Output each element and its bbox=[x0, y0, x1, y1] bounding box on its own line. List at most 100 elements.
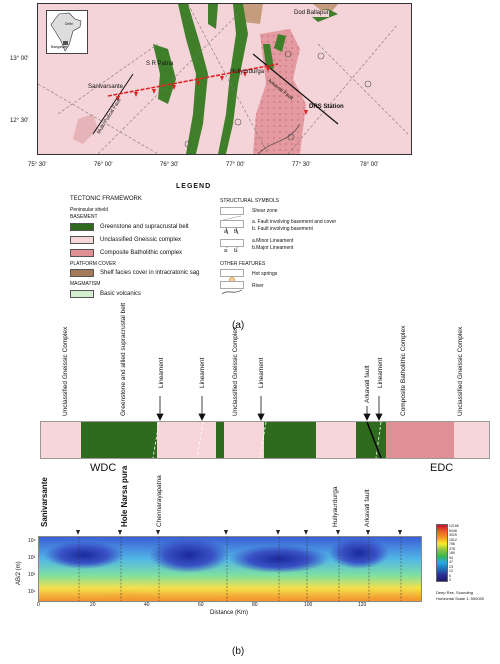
scale-label-12: 3 bbox=[449, 578, 451, 582]
caption-b: (b) bbox=[232, 646, 245, 657]
band-greenstone-4 bbox=[356, 422, 386, 458]
mt-xlabel: Distance (Km) bbox=[210, 610, 249, 616]
lon-label-4: 77° 30' bbox=[292, 162, 311, 168]
inset-label-bangalore: Bangalore bbox=[51, 45, 67, 49]
swatch-lineament bbox=[220, 239, 244, 253]
legend-fault-ab-a: a bbox=[224, 229, 227, 235]
legend: TECTONIC FRAMEWORK Peninsular shield BAS… bbox=[70, 196, 410, 316]
xtick-6: 120 bbox=[358, 602, 367, 608]
greenstone-belt-4 bbox=[208, 4, 218, 29]
ytick-0: 10⁴ bbox=[28, 538, 36, 544]
place-huliyurdurga: Huliyurdurga bbox=[230, 69, 265, 75]
place-dod-ballapur: Dod Ballapur bbox=[294, 10, 329, 17]
label-sanivarsante: Sanivarsante bbox=[40, 477, 49, 527]
place-sr-patna: S R Patna bbox=[146, 61, 174, 67]
greenstone-belt-5 bbox=[73, 114, 98, 144]
india-inset-map: Delhi Bangalore bbox=[46, 10, 88, 54]
swatch-greenstone bbox=[70, 223, 94, 231]
legend-shelf: Shelf facies cover in intracratonic sag bbox=[100, 270, 200, 276]
legend-river: River bbox=[252, 283, 264, 289]
legend-batholith: Composite Batholithic complex bbox=[100, 250, 183, 256]
legend-fault-a: a. Fault involving basement and cover bbox=[252, 219, 337, 225]
lon-label-0: 75° 30' bbox=[28, 162, 47, 168]
scale-label-2: 3025 bbox=[449, 533, 457, 537]
lon-label-1: 76° 00' bbox=[94, 162, 113, 168]
ytick-3: 10¹ bbox=[28, 589, 36, 595]
scale-label-0: 12165 bbox=[449, 524, 459, 528]
label-chennarayapatna: Chennarayapatna bbox=[156, 475, 163, 527]
band-gneiss-4 bbox=[316, 422, 356, 458]
lon-label-5: 78° 00' bbox=[360, 162, 379, 168]
scale-label-10: 12 bbox=[449, 569, 453, 573]
legend-lin-a: a.Minor Lineament bbox=[252, 238, 294, 244]
hot-spring-icon bbox=[220, 269, 244, 283]
band-gneiss-2 bbox=[157, 422, 216, 458]
lon-label-3: 77° 00' bbox=[226, 162, 245, 168]
drs-profile-line bbox=[107, 63, 279, 97]
legend-magmatism: MAGMATISM bbox=[70, 281, 101, 287]
cross-section-band bbox=[40, 421, 490, 459]
geological-map: Delhi Bangalore Dod Ballapur S R Patna S… bbox=[37, 3, 412, 155]
xtick-0: 0 bbox=[37, 602, 40, 608]
legend-other: OTHER FEATURES bbox=[220, 261, 266, 267]
legend-greenstone: Greenstone and supracrustal belt bbox=[100, 224, 189, 230]
color-scale-labels: 12165 6048 3025 1512 756 378 189 94 47 2… bbox=[449, 524, 479, 584]
legend-lin-b: b.Major Lineament bbox=[252, 245, 294, 251]
band-gneiss-5 bbox=[454, 422, 489, 458]
scale-label-9: 23 bbox=[449, 564, 453, 569]
scale-label-11: 6 bbox=[449, 573, 451, 578]
river bbox=[257, 123, 301, 154]
legend-lin-ab-b: b bbox=[234, 248, 237, 254]
greenstone-belt-3 bbox=[153, 44, 176, 104]
mulki-pulicat-fault-line bbox=[92, 73, 134, 135]
legend-volcanic: Basic volcanics bbox=[100, 291, 142, 297]
greenstone-belt-1 bbox=[178, 4, 208, 154]
greenstone-belt-2 bbox=[218, 4, 248, 154]
resistivity-canvas bbox=[39, 537, 421, 601]
label-huliyaurdurga: Huliyaurdurga bbox=[332, 486, 339, 527]
india-outline bbox=[50, 12, 82, 52]
legend-fault-b: b. Fault involving basement bbox=[252, 226, 313, 232]
color-scale bbox=[436, 524, 448, 582]
scale-label-1: 6048 bbox=[449, 528, 457, 533]
swatch-volcanic bbox=[70, 290, 94, 298]
mt-ylabel: AB/2 (m) bbox=[16, 561, 22, 585]
scale-label-4: 756 bbox=[449, 542, 455, 546]
ytick-2: 10² bbox=[28, 572, 36, 578]
scale-label-6: 189 bbox=[449, 551, 455, 555]
swatch-shelf bbox=[70, 269, 94, 277]
xtick-3: 60 bbox=[198, 602, 204, 608]
edc-label: EDC bbox=[430, 462, 454, 474]
lon-label-2: 76° 30' bbox=[160, 162, 179, 168]
band-gneiss-1 bbox=[41, 422, 81, 458]
caption-a: (a) bbox=[232, 320, 245, 331]
band-gneiss-3 bbox=[224, 422, 264, 458]
legend-lin-ab-a: a bbox=[224, 248, 227, 254]
xtick-4: 80 bbox=[252, 602, 258, 608]
legend-structural: STRUCTURAL SYMBOLS bbox=[220, 198, 279, 204]
legend-tectonic: TECTONIC FRAMEWORK bbox=[70, 196, 142, 202]
swatch-gneiss bbox=[70, 236, 94, 244]
band-greenstone-3 bbox=[264, 422, 316, 458]
scale-label-3: 1512 bbox=[449, 537, 457, 542]
band-greenstone-1 bbox=[81, 422, 157, 458]
place-sanivarsante: Sanivarsante bbox=[88, 84, 124, 90]
xtick-2: 40 bbox=[144, 602, 150, 608]
map-canvas bbox=[38, 4, 409, 154]
scale-label-7: 94 bbox=[449, 555, 453, 560]
legend-platform: PLATFORM COVER bbox=[70, 261, 117, 267]
swatch-fault bbox=[220, 220, 244, 235]
xtick-1: 20 bbox=[90, 602, 96, 608]
drs-station-label: DRS Station bbox=[309, 104, 344, 110]
legend-peninsular: Peninsular shield bbox=[70, 207, 109, 213]
legend-note-1: Deep Res. Sounding bbox=[436, 590, 473, 595]
section-bottom-labels: Sanivarsante Hole Narsa pura Chennarayap… bbox=[0, 462, 500, 532]
river-icon bbox=[220, 281, 244, 295]
lat-label-13: 13° 00' bbox=[10, 56, 29, 62]
legend-title: LEGEND bbox=[176, 183, 212, 190]
scale-label-5: 378 bbox=[449, 546, 455, 551]
band-faults bbox=[152, 422, 382, 458]
section-arrows bbox=[156, 396, 383, 421]
inset-label-delhi: Delhi bbox=[65, 22, 73, 26]
wdc-label: WDC bbox=[90, 462, 117, 474]
